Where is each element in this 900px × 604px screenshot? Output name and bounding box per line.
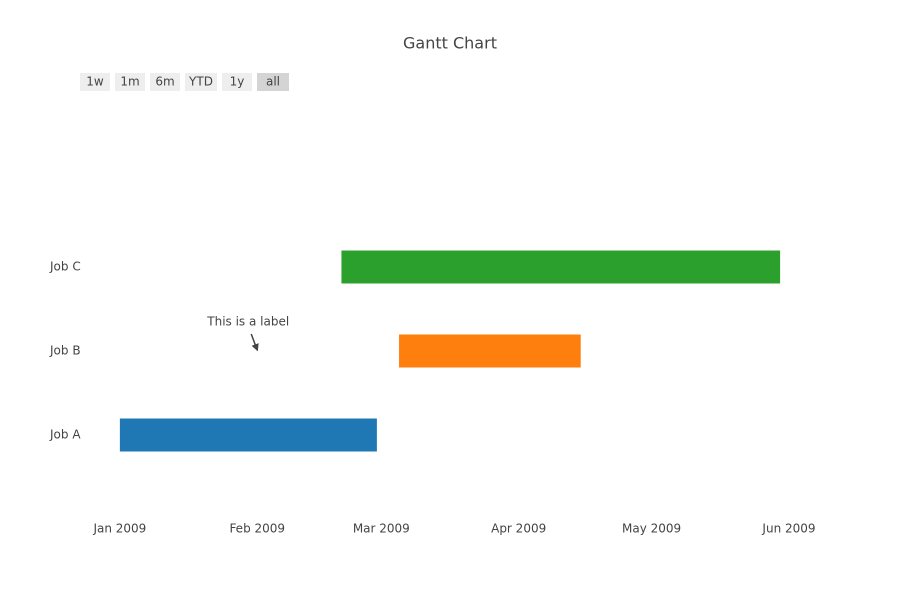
range-button[interactable]: YTD [185, 73, 217, 91]
bar [341, 250, 781, 284]
bar [399, 334, 581, 368]
button-bg[interactable] [257, 73, 289, 91]
bar [119, 418, 377, 452]
x-tick-label: May 2009 [622, 522, 681, 536]
x-tick-label: Feb 2009 [229, 522, 285, 536]
range-button[interactable]: 1m [115, 73, 145, 91]
button-bg[interactable] [150, 73, 180, 91]
button-bg[interactable] [222, 73, 252, 91]
button-label[interactable]: all [266, 75, 280, 89]
button-bg[interactable] [115, 73, 145, 91]
y-tick-label: Job B [49, 344, 81, 358]
button-bg[interactable] [185, 73, 217, 91]
chart-title: Gantt Chart [403, 34, 497, 53]
x-tick-label: Jun 2009 [761, 522, 815, 536]
x-tick-label: Apr 2009 [491, 522, 546, 536]
x-tick-label: Jan 2009 [92, 522, 146, 536]
annotation: This is a label [206, 315, 289, 329]
button-label[interactable]: 1m [120, 75, 139, 89]
range-button[interactable]: 1w [80, 73, 110, 91]
button-label[interactable]: 1y [230, 75, 245, 89]
y-tick-label: Job C [49, 260, 81, 274]
button-label[interactable]: 1w [86, 75, 104, 89]
range-button[interactable]: all [257, 73, 289, 91]
button-label[interactable]: 6m [155, 75, 174, 89]
range-button[interactable]: 1y [222, 73, 252, 91]
x-tick-label: Mar 2009 [353, 522, 410, 536]
button-label[interactable]: YTD [188, 75, 213, 89]
y-tick-label: Job A [49, 428, 81, 442]
range-button[interactable]: 6m [150, 73, 180, 91]
button-bg[interactable] [80, 73, 110, 91]
annotation-arrow [250, 333, 259, 352]
